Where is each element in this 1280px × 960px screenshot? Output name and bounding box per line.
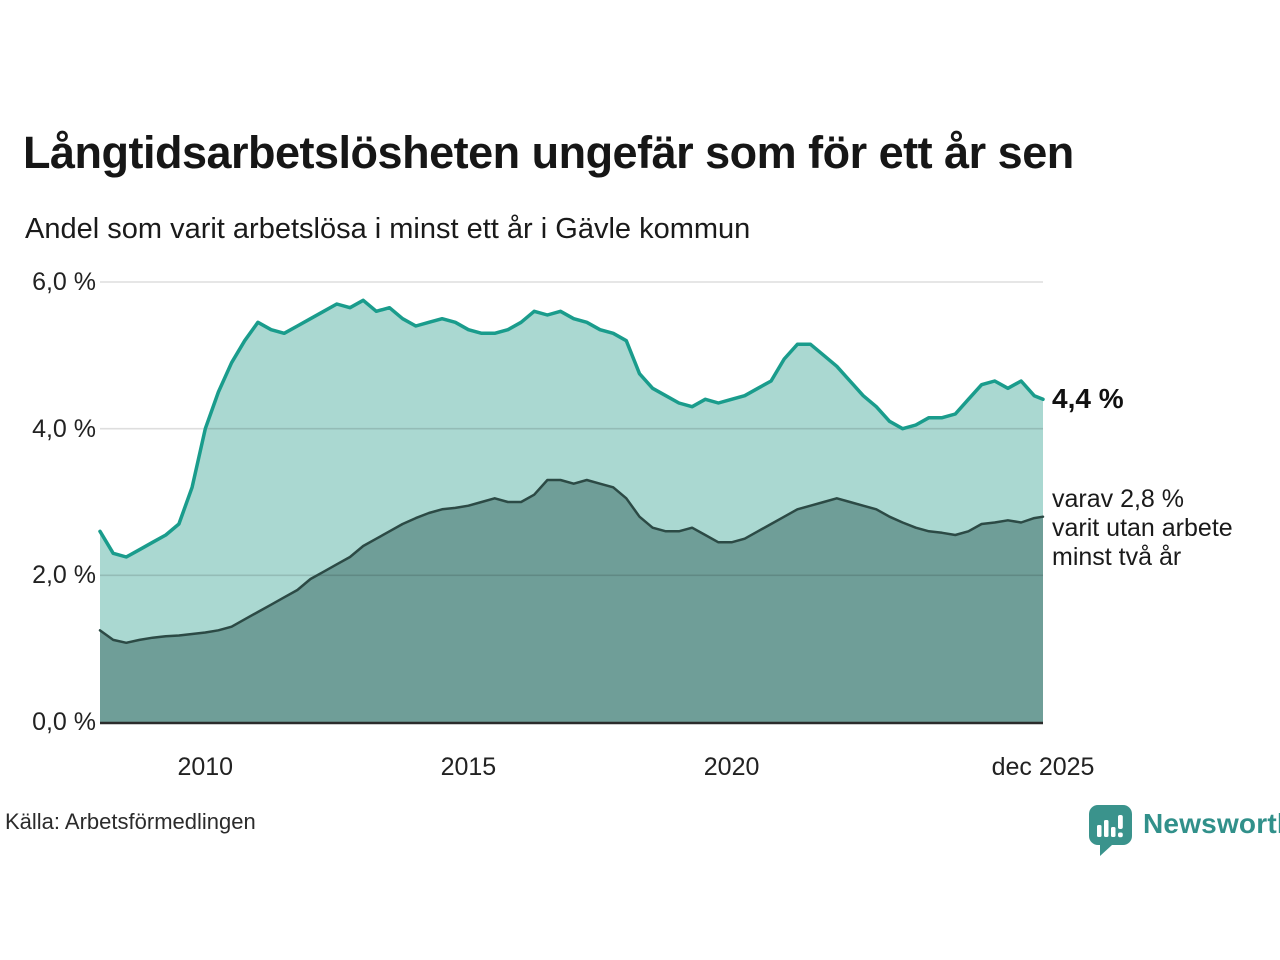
x-tick-label: 2020 [703, 753, 760, 781]
latest-value-label: 4,4 % [1052, 383, 1124, 414]
y-tick-label: 6,0 % [32, 268, 96, 296]
area-fill-varav-minst-tva-ar [100, 480, 1043, 722]
chart-subtitle: Andel som varit arbetslösa i minst ett å… [25, 213, 751, 245]
secondary-annotation: varav 2,8 % varit utan arbete minst två … [1052, 485, 1233, 571]
x-tick-label: 2010 [177, 753, 234, 781]
newsworthy-logo: Newsworthy [1088, 804, 1280, 856]
x-tick-label: dec 2025 [991, 753, 1095, 781]
newsworthy-icon [1089, 805, 1132, 856]
x-tick-label: 2015 [440, 753, 497, 781]
line-varav-minst-tva-ar [98, 478, 1045, 645]
line-arbetslosa-minst-ett-ar [98, 298, 1045, 559]
chart-title: Långtidsarbetslösheten ungefär som för e… [23, 127, 1074, 178]
newsworthy-wordmark: Newsworthy [1143, 808, 1280, 839]
y-tick-label: 4,0 % [32, 414, 96, 443]
source-text: Källa: Arbetsförmedlingen [5, 809, 256, 834]
y-tick-label: 0,0 % [32, 708, 96, 736]
y-tick-label: 2,0 % [32, 561, 96, 590]
